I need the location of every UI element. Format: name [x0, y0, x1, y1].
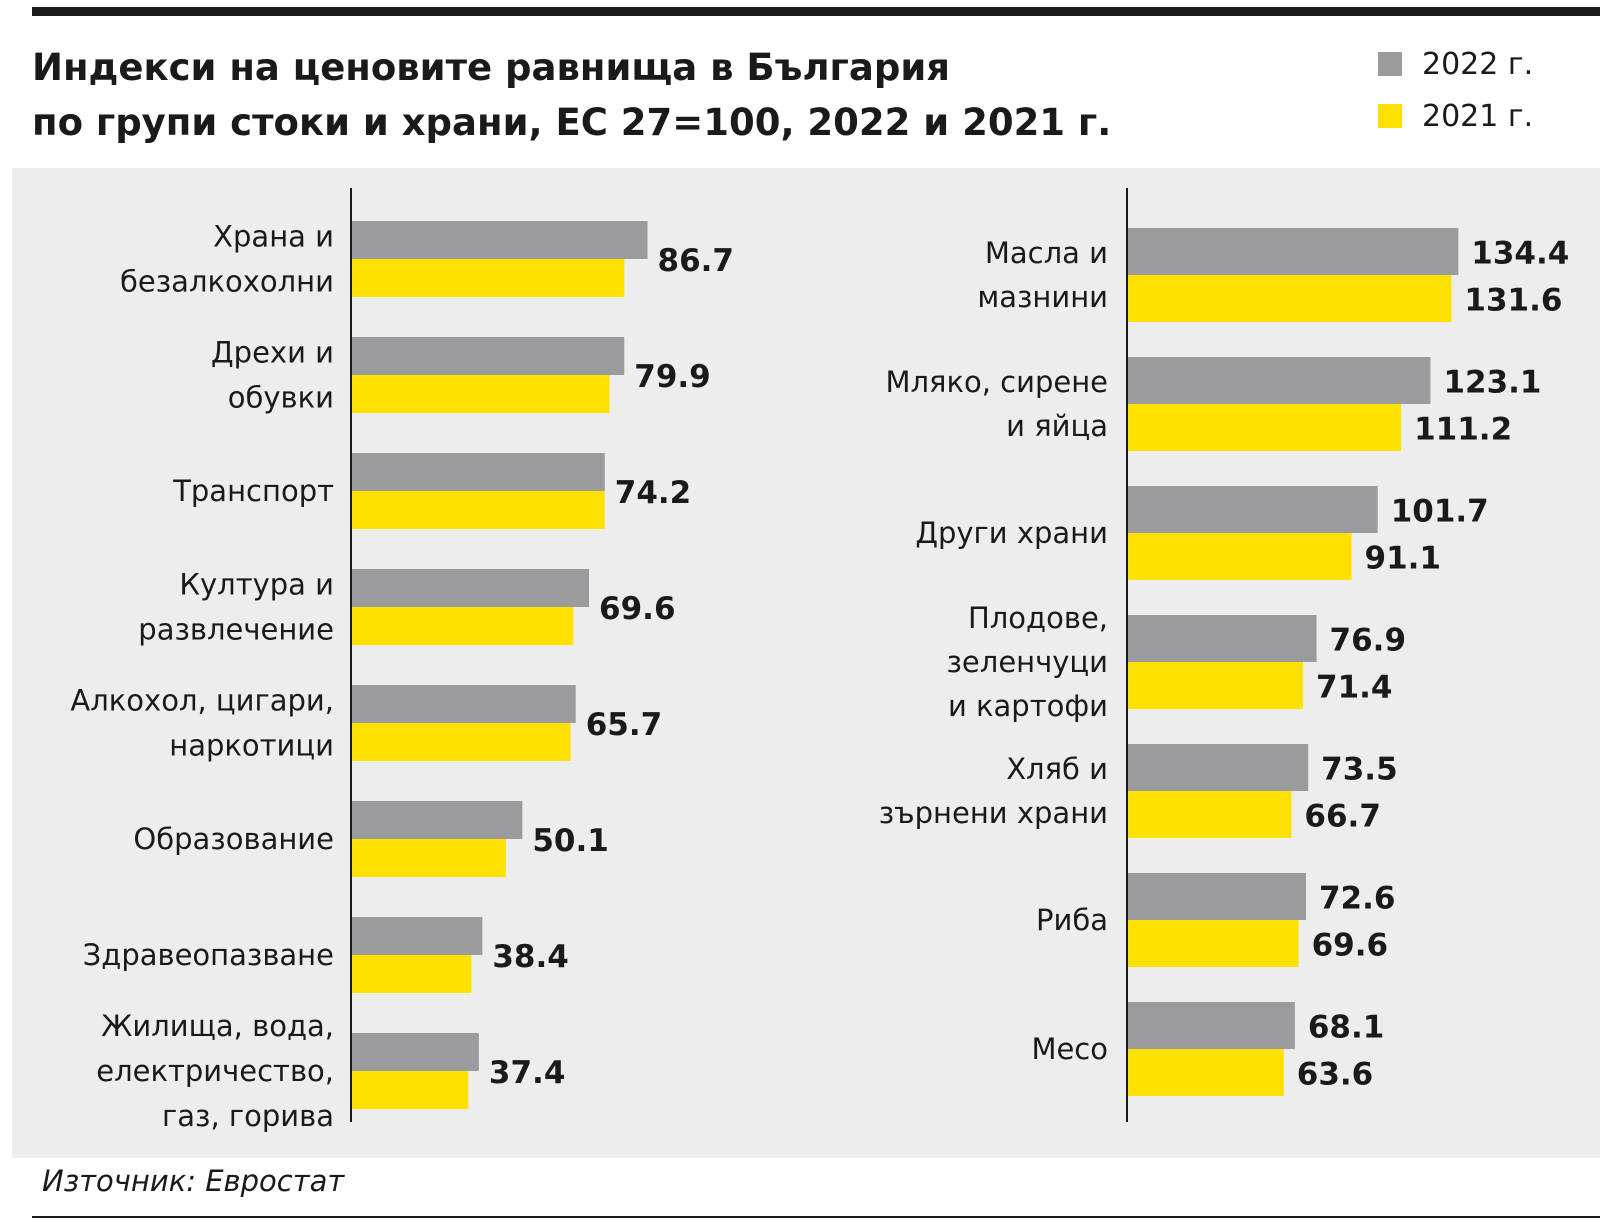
value-label-1-3-2022: 76.9 — [1330, 623, 1407, 659]
value-label-1-5-2021: 69.6 — [1312, 928, 1389, 964]
category-label-1-3-0: Плодове, — [968, 601, 1108, 635]
value-label-0-2: 74.2 — [615, 475, 692, 511]
bar-1-4-2022 — [1127, 744, 1309, 791]
chart-title: Индекси на ценовите равнища в България п… — [32, 40, 1111, 150]
category-label-1-1-1: и яйца — [1006, 409, 1108, 443]
category-label-0-0-1: безалкохолни — [120, 265, 334, 299]
category-label-0-7-0: Жилища, вода, — [101, 1009, 334, 1043]
value-label-1-5-2022: 72.6 — [1319, 881, 1396, 917]
category-label-0-1-1: обувки — [228, 381, 334, 415]
value-label-1-2-2022: 101.7 — [1391, 494, 1489, 530]
category-label-1-2-0: Други храни — [915, 516, 1108, 550]
value-label-0-0: 86.7 — [658, 243, 735, 279]
category-label-0-4-0: Алкохол, цигари, — [70, 684, 334, 718]
chart-panel — [12, 168, 1600, 1158]
bar-0-2-2021 — [351, 491, 605, 529]
value-label-0-5: 50.1 — [532, 823, 609, 859]
category-label-0-5-0: Образование — [133, 822, 334, 856]
legend-item-2022: 2022 г. — [1378, 42, 1533, 86]
value-label-1-0-2022: 134.4 — [1471, 236, 1569, 272]
value-label-0-4: 65.7 — [586, 707, 663, 743]
value-label-1-1-2021: 111.2 — [1414, 412, 1512, 448]
bar-0-1-2021 — [351, 375, 610, 413]
value-label-1-1-2022: 123.1 — [1443, 365, 1541, 401]
bar-1-4-2021 — [1127, 791, 1292, 838]
bottom-rule — [32, 1216, 1600, 1218]
bar-0-6-2021 — [351, 955, 472, 993]
category-label-1-3-2: и картофи — [948, 689, 1108, 723]
category-label-0-6-0: Здравеопазване — [83, 938, 334, 972]
category-label-1-6-0: Месо — [1031, 1032, 1108, 1066]
bar-0-5-2022 — [351, 801, 523, 839]
bar-0-6-2022 — [351, 917, 483, 955]
category-label-0-0-0: Храна и — [213, 220, 334, 254]
category-label-0-7-1: електричество, — [96, 1054, 334, 1088]
category-label-1-4-0: Хляб и — [1006, 752, 1108, 786]
bar-0-2-2022 — [351, 453, 605, 491]
value-label-0-6: 38.4 — [492, 939, 569, 975]
value-label-1-0-2021: 131.6 — [1464, 283, 1562, 319]
legend-label-2022: 2022 г. — [1422, 46, 1534, 82]
category-label-1-5-0: Риба — [1036, 903, 1108, 937]
category-label-0-4-1: наркотици — [169, 729, 334, 763]
value-label-0-1: 79.9 — [634, 359, 711, 395]
category-label-1-3-1: зеленчуци — [947, 645, 1108, 679]
top-rule — [32, 7, 1600, 16]
bar-1-0-2021 — [1127, 275, 1452, 322]
bar-1-5-2022 — [1127, 873, 1306, 920]
category-label-1-1-0: Мляко, сирене — [885, 365, 1108, 399]
value-label-1-4-2021: 66.7 — [1304, 799, 1381, 835]
category-label-0-7-2: газ, горива — [162, 1099, 334, 1133]
category-label-1-0-1: мазнини — [977, 280, 1108, 314]
category-label-0-2-0: Транспорт — [172, 474, 334, 508]
category-label-1-4-1: зърнени храни — [879, 796, 1108, 830]
bar-0-0-2021 — [351, 259, 625, 297]
legend-swatch-2022 — [1378, 52, 1402, 76]
bar-1-1-2021 — [1127, 404, 1402, 451]
bar-1-2-2022 — [1127, 486, 1378, 533]
value-label-0-7: 37.4 — [489, 1055, 565, 1091]
bar-1-3-2021 — [1127, 662, 1304, 709]
title-line-1: Индекси на ценовите равнища в България — [32, 46, 951, 89]
legend: 2022 г. 2021 г. — [1378, 42, 1533, 146]
category-label-0-3-0: Култура и — [179, 568, 334, 602]
value-label-0-3: 69.6 — [599, 591, 676, 627]
bar-1-6-2022 — [1127, 1002, 1295, 1049]
bar-1-3-2022 — [1127, 615, 1317, 662]
bar-0-4-2021 — [351, 723, 571, 761]
title-line-2: по групи стоки и храни, ЕС 27=100, 2022 … — [32, 101, 1112, 144]
bar-1-6-2021 — [1127, 1049, 1284, 1096]
bar-1-5-2021 — [1127, 920, 1299, 967]
source-note: Източник: Евростат — [42, 1164, 345, 1198]
bar-0-1-2022 — [351, 337, 625, 375]
bar-0-4-2022 — [351, 685, 576, 723]
bar-1-1-2022 — [1127, 357, 1431, 404]
bar-0-3-2021 — [351, 607, 574, 645]
category-label-1-0-0: Масла и — [985, 236, 1108, 270]
legend-item-2021: 2021 г. — [1378, 94, 1533, 138]
bar-0-5-2021 — [351, 839, 506, 877]
legend-label-2021: 2021 г. — [1422, 98, 1534, 134]
value-label-1-3-2021: 71.4 — [1316, 670, 1393, 706]
value-label-1-2-2021: 91.1 — [1365, 541, 1442, 577]
legend-swatch-2021 — [1378, 104, 1402, 128]
bar-0-0-2022 — [351, 221, 648, 259]
category-label-0-1-0: Дрехи и — [211, 336, 334, 370]
value-label-1-4-2022: 73.5 — [1321, 752, 1398, 788]
bar-1-2-2021 — [1127, 533, 1352, 580]
bar-0-3-2022 — [351, 569, 590, 607]
bar-0-7-2021 — [351, 1071, 469, 1109]
value-label-1-6-2021: 63.6 — [1297, 1057, 1374, 1093]
bar-0-7-2022 — [351, 1033, 479, 1071]
value-label-1-6-2022: 68.1 — [1308, 1010, 1385, 1046]
category-label-0-3-1: развлечение — [138, 613, 334, 647]
bar-1-0-2022 — [1127, 228, 1459, 275]
